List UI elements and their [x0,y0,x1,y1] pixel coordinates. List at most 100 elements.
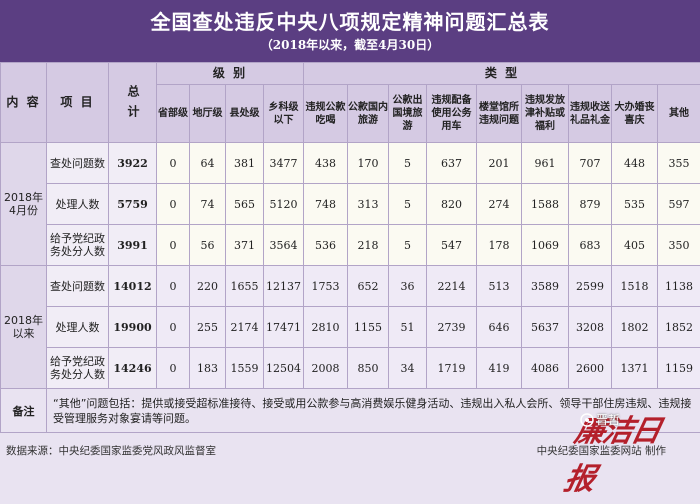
level-cell: 64 [190,143,226,184]
type-cell: 1069 [522,225,569,266]
header-type: 其他 [658,85,700,143]
level-cell: 371 [226,225,264,266]
type-cell: 4086 [522,348,569,389]
type-cell: 419 [477,348,522,389]
data-source: 数据来源：中央纪委国家监委党风政风监督室 [6,443,216,458]
header-type: 公款国内旅游 [348,85,389,143]
type-cell: 1518 [612,266,658,307]
type-cell: 5 [389,184,427,225]
type-cell: 850 [348,348,389,389]
header-total: 总 计 [109,63,157,143]
level-cell: 3564 [264,225,304,266]
type-cell: 879 [569,184,612,225]
header-level-group: 级 别 [157,63,304,85]
type-cell: 5637 [522,307,569,348]
type-cell: 1719 [427,348,477,389]
type-cell: 748 [304,184,348,225]
type-cell: 961 [522,143,569,184]
type-cell: 1852 [658,307,700,348]
type-cell: 2600 [569,348,612,389]
type-cell: 2739 [427,307,477,348]
type-cell: 1753 [304,266,348,307]
level-cell: 74 [190,184,226,225]
type-cell: 1155 [348,307,389,348]
type-cell: 535 [612,184,658,225]
row-item-label: 查处问题数 [47,266,109,307]
header-level: 地厅级 [190,85,226,143]
header-type: 大办婚丧喜庆 [612,85,658,143]
type-cell: 597 [658,184,700,225]
level-cell: 0 [157,225,190,266]
note-label: 备注 [1,389,47,433]
watermark-text: 晋哲 [596,410,656,430]
header-type: 公款出国境旅游 [389,85,427,143]
type-cell: 5 [389,143,427,184]
type-cell: 2810 [304,307,348,348]
type-cell: 313 [348,184,389,225]
header-type: 违规公款吃喝 [304,85,348,143]
row-item-label: 处理人数 [47,184,109,225]
level-cell: 0 [157,184,190,225]
type-cell: 405 [612,225,658,266]
page-subtitle: （2018年以来，截至4月30日） [0,36,700,53]
type-cell: 513 [477,266,522,307]
total-cell: 14012 [109,266,157,307]
row-item-label: 查处问题数 [47,143,109,184]
type-cell: 547 [427,225,477,266]
type-cell: 2599 [569,266,612,307]
level-cell: 1655 [226,266,264,307]
type-cell: 36 [389,266,427,307]
header-content: 内 容 [1,63,47,143]
level-cell: 255 [190,307,226,348]
type-cell: 218 [348,225,389,266]
header-type: 楼堂馆所违规问题 [477,85,522,143]
header-level: 乡科级以下 [264,85,304,143]
level-cell: 2174 [226,307,264,348]
type-cell: 274 [477,184,522,225]
header-type: 违规收送礼品礼金 [569,85,612,143]
level-cell: 0 [157,266,190,307]
type-cell: 355 [658,143,700,184]
type-cell: 170 [348,143,389,184]
level-cell: 56 [190,225,226,266]
type-cell: 683 [569,225,612,266]
header-item: 项 目 [47,63,109,143]
row-item-label: 给予党纪政务处分人数 [47,348,109,389]
header-level: 县处级 [226,85,264,143]
level-cell: 1559 [226,348,264,389]
period-label: 2018年以来 [1,266,47,389]
type-cell: 1802 [612,307,658,348]
type-cell: 1138 [658,266,700,307]
type-cell: 51 [389,307,427,348]
type-cell: 34 [389,348,427,389]
level-cell: 381 [226,143,264,184]
type-cell: 637 [427,143,477,184]
total-cell: 3991 [109,225,157,266]
type-cell: 178 [477,225,522,266]
total-cell: 5759 [109,184,157,225]
total-cell: 19900 [109,307,157,348]
header-level: 省部级 [157,85,190,143]
type-cell: 652 [348,266,389,307]
header-type: 违规配备使用公务用车 [427,85,477,143]
summary-table: 内 容 项 目 总 计 级 别 类 型 省部级 地厅级 县处级 乡科级以下 违规… [0,62,700,433]
type-cell: 3208 [569,307,612,348]
level-cell: 220 [190,266,226,307]
level-cell: 565 [226,184,264,225]
level-cell: 12504 [264,348,304,389]
header-type-group: 类 型 [304,63,700,85]
type-cell: 536 [304,225,348,266]
title-banner: 全国查处违反中央八项规定精神问题汇总表 （2018年以来，截至4月30日） [0,0,700,62]
row-item-label: 给予党纪政务处分人数 [47,225,109,266]
type-cell: 2008 [304,348,348,389]
type-cell: 1159 [658,348,700,389]
watermark-icon [580,413,594,427]
level-cell: 0 [157,307,190,348]
type-cell: 707 [569,143,612,184]
header-type: 违规发放津补贴或福利 [522,85,569,143]
